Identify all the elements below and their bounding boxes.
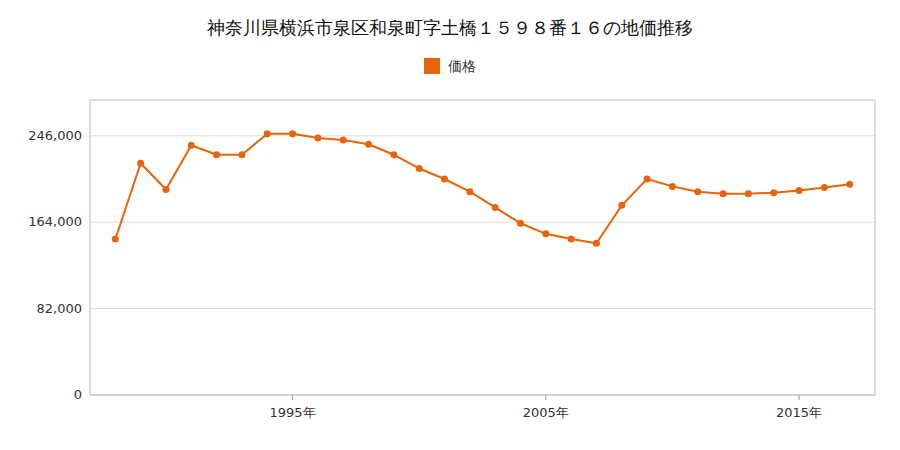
x-tick bbox=[799, 395, 800, 400]
y-tick-label: 164,000 bbox=[28, 214, 82, 229]
point bbox=[416, 165, 423, 172]
point bbox=[289, 130, 296, 137]
x-tick bbox=[545, 395, 546, 400]
point bbox=[162, 186, 169, 193]
point bbox=[238, 151, 245, 158]
legend-swatch bbox=[424, 58, 440, 74]
point bbox=[213, 151, 220, 158]
y-tick-label: 82,000 bbox=[37, 301, 83, 316]
point bbox=[137, 160, 144, 167]
point bbox=[821, 184, 828, 191]
plot-area bbox=[112, 130, 853, 247]
point bbox=[441, 176, 448, 183]
point bbox=[340, 137, 347, 144]
point bbox=[466, 188, 473, 195]
grid-line bbox=[90, 135, 875, 136]
grid-line bbox=[90, 308, 875, 309]
chart: 神奈川県横浜市泉区和泉町字土橋１５９８番１６の地価推移 0 82,000 164,00… bbox=[0, 0, 900, 450]
point bbox=[492, 204, 499, 211]
plot-frame bbox=[90, 100, 875, 395]
point bbox=[365, 141, 372, 148]
point bbox=[542, 230, 549, 237]
point bbox=[517, 220, 524, 227]
y-axis: 0 82,000 164,000 246,000 bbox=[28, 128, 875, 402]
point bbox=[796, 187, 803, 194]
point bbox=[188, 142, 195, 149]
point bbox=[745, 190, 752, 197]
point bbox=[694, 188, 701, 195]
x-tick-label: 2015年 bbox=[776, 405, 822, 420]
point bbox=[644, 176, 651, 183]
point bbox=[846, 181, 853, 188]
legend-label: 価格 bbox=[448, 58, 476, 74]
point bbox=[314, 134, 321, 141]
x-axis: 1995年 2005年 2015年 bbox=[270, 395, 823, 420]
y-tick-label: 0 bbox=[74, 387, 82, 402]
point bbox=[720, 190, 727, 197]
legend: 価格 bbox=[424, 58, 476, 74]
x-tick bbox=[292, 395, 293, 400]
y-tick-label: 246,000 bbox=[28, 128, 82, 143]
point bbox=[593, 240, 600, 247]
line bbox=[115, 134, 849, 244]
point bbox=[264, 130, 271, 137]
point bbox=[618, 202, 625, 209]
point bbox=[390, 151, 397, 158]
point bbox=[112, 236, 119, 243]
point bbox=[669, 183, 676, 190]
title: 神奈川県横浜市泉区和泉町字土橋１５９８番１６の地価推移 bbox=[207, 17, 693, 38]
point bbox=[568, 236, 575, 243]
x-tick-label: 1995年 bbox=[270, 405, 316, 420]
point bbox=[770, 189, 777, 196]
x-tick-label: 2005年 bbox=[523, 405, 569, 420]
grid-line bbox=[90, 222, 875, 223]
